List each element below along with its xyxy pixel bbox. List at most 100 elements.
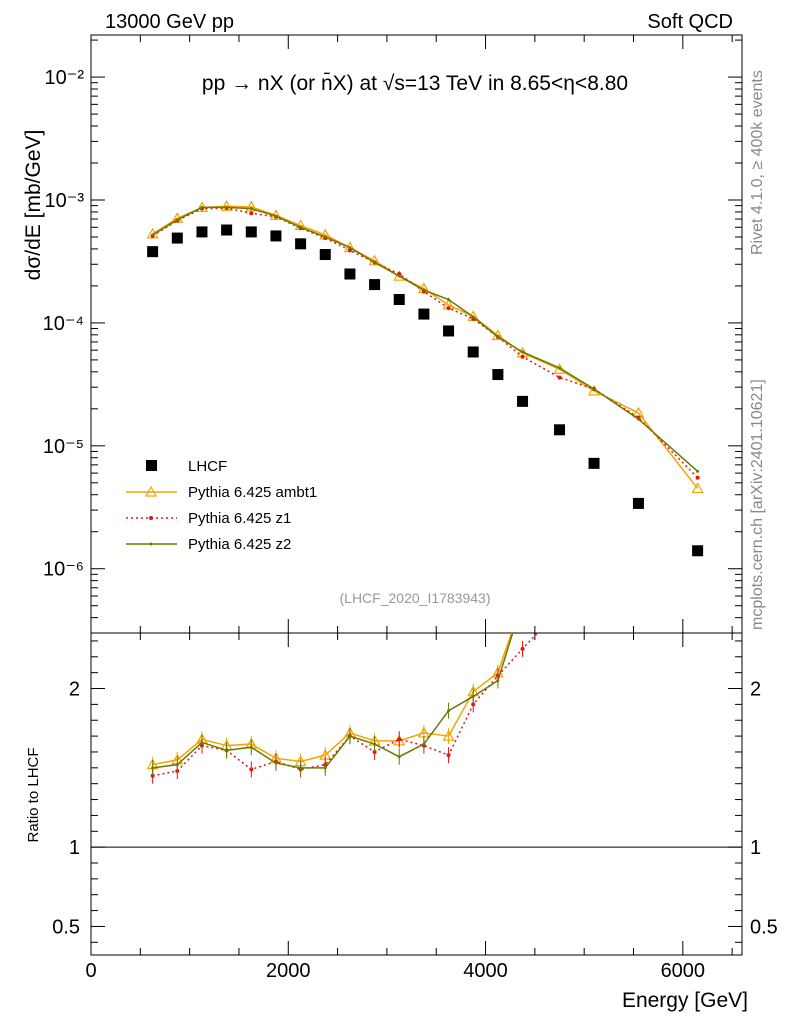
ratio-axis-title: Ratio to LHCF xyxy=(25,747,42,842)
chart-title: pp → nX (or n̄X) at √s=13 TeV in 8.65<η<… xyxy=(202,72,628,95)
data-point-marker xyxy=(521,350,525,354)
data-point-marker xyxy=(299,766,303,770)
main-ticks: 10⁻⁶ 10⁻⁵ 10⁻⁴ 10⁻³ 10⁻² xyxy=(43,35,742,634)
ratio-tick-label-left: 1 xyxy=(69,837,80,859)
data-point-marker xyxy=(555,557,565,566)
lhcf-data-point xyxy=(632,497,644,509)
legend-label-pythia-6-425-z1: Pythia 6.425 z1 xyxy=(188,510,291,527)
data-point-marker xyxy=(397,755,401,759)
data-point-marker xyxy=(149,542,153,546)
ratio-tick-label-left: 0.5 xyxy=(52,916,80,938)
lhcf-data-point xyxy=(554,424,566,436)
data-point-marker xyxy=(471,694,475,698)
lhcf-data-point xyxy=(245,226,257,238)
rivet-note: Rivet 4.1.0, ≥ 400k events xyxy=(749,70,766,255)
y-axis-title: dσ/dE [mb/GeV] xyxy=(22,130,45,281)
data-point-marker xyxy=(323,235,327,239)
legend-label-lhcf: LHCF xyxy=(188,458,227,475)
ratio-line-pythia-6-425-ambt1 xyxy=(152,633,513,766)
header-left: 13000 GeV pp xyxy=(105,11,234,33)
data-point-marker xyxy=(200,205,204,209)
header-right: Soft QCD xyxy=(647,11,733,33)
x-tick-label: 2000 xyxy=(266,960,311,982)
data-point-marker xyxy=(151,233,155,237)
data-point-marker xyxy=(299,225,303,229)
data-point-marker xyxy=(249,767,254,772)
lhcf-data-point xyxy=(270,230,282,242)
legend-label-pythia-6-425-z2: Pythia 6.425 z2 xyxy=(188,536,291,553)
data-point-marker xyxy=(323,766,327,770)
data-point-marker xyxy=(347,248,352,253)
data-point-marker xyxy=(175,218,179,222)
data-point-marker xyxy=(175,763,179,767)
ratio-line-pythia-6-425-z1 xyxy=(152,633,539,777)
series-line-pythia-6-425-z2 xyxy=(152,206,699,472)
data-point-marker xyxy=(447,709,451,713)
y-tick-label: 10⁻⁵ xyxy=(43,436,84,458)
lhcf-data-point xyxy=(295,238,307,250)
data-point-marker xyxy=(225,748,229,752)
data-point-marker xyxy=(348,246,352,250)
lhcf-data-point xyxy=(418,308,430,320)
data-point-marker xyxy=(696,497,699,500)
data-point-marker xyxy=(144,485,158,497)
data-point-marker xyxy=(637,481,640,484)
data-point-marker xyxy=(518,596,528,605)
lhcf-data-point xyxy=(171,232,183,244)
lhcf-data-point xyxy=(588,457,600,469)
data-point-marker xyxy=(149,516,153,520)
data-point-marker xyxy=(200,740,204,744)
data-point-marker xyxy=(691,482,704,494)
data-point-marker xyxy=(422,742,426,746)
ratio-ticks: 0 2000 4000 6000 0.5 0.5 1 1 2 2 xyxy=(52,633,778,982)
y-tick-label: 10⁻³ xyxy=(45,190,85,212)
lhcf-data-point xyxy=(147,246,159,258)
y-tick-label: 10⁻² xyxy=(45,67,85,89)
source-note: mcplots.cern.ch [arXiv:2401.10621] xyxy=(749,379,766,630)
data-point-marker xyxy=(496,679,500,683)
ratio-tick-label-right: 2 xyxy=(750,679,761,701)
data-point-marker xyxy=(245,200,258,212)
data-point-marker xyxy=(636,528,640,532)
data-point-marker xyxy=(422,288,426,292)
lhcf-data-point xyxy=(443,325,455,337)
lhcf-data-point xyxy=(369,279,381,291)
data-point-marker xyxy=(696,512,700,516)
data-point-marker xyxy=(693,493,703,502)
x-tick-label: 6000 xyxy=(661,960,706,982)
data-point-marker xyxy=(249,745,253,749)
data-point-marker xyxy=(220,199,233,211)
data-point-marker xyxy=(397,274,401,278)
data-point-marker xyxy=(558,607,562,611)
x-tick-label: 0 xyxy=(85,960,96,982)
lhcf-data-point xyxy=(492,369,504,381)
data-point-marker xyxy=(373,261,377,265)
lhcf-data-point xyxy=(319,249,331,261)
data-point-marker xyxy=(520,354,525,359)
ratio-tick-label-right: 0.5 xyxy=(750,916,778,938)
lhcf-data-point xyxy=(692,545,704,557)
data-point-marker xyxy=(557,375,562,380)
analysis-watermark: (LHCF_2020_I1783943) xyxy=(340,590,491,606)
x-axis-title: Energy [GeV] xyxy=(622,989,748,1012)
data-point-marker xyxy=(471,315,475,319)
data-point-marker xyxy=(225,205,229,209)
y-tick-label: 10⁻⁶ xyxy=(43,559,84,581)
lhcf-data-point xyxy=(517,395,529,407)
lhcf-data-point xyxy=(467,346,479,358)
lhcf-data-point xyxy=(221,224,233,236)
data-point-marker xyxy=(274,761,278,765)
ratio-line-pythia-6-425-z2 xyxy=(152,633,514,769)
data-point-marker xyxy=(592,575,596,579)
data-point-marker xyxy=(274,214,278,218)
main-series xyxy=(146,199,704,557)
ratio-tick-label-right: 1 xyxy=(750,837,761,859)
legend: LHCF Pythia 6.425 ambt1 Pythia 6.425 z1 Pyt… xyxy=(126,458,317,553)
data-point-marker xyxy=(695,475,700,480)
data-point-marker xyxy=(447,298,451,302)
data-point-marker xyxy=(589,525,599,534)
data-point-marker xyxy=(446,306,451,311)
data-point-marker xyxy=(521,600,524,603)
data-point-marker xyxy=(373,742,377,746)
legend-label-pythia-6-425-ambt1: Pythia 6.425 ambt1 xyxy=(188,484,317,501)
